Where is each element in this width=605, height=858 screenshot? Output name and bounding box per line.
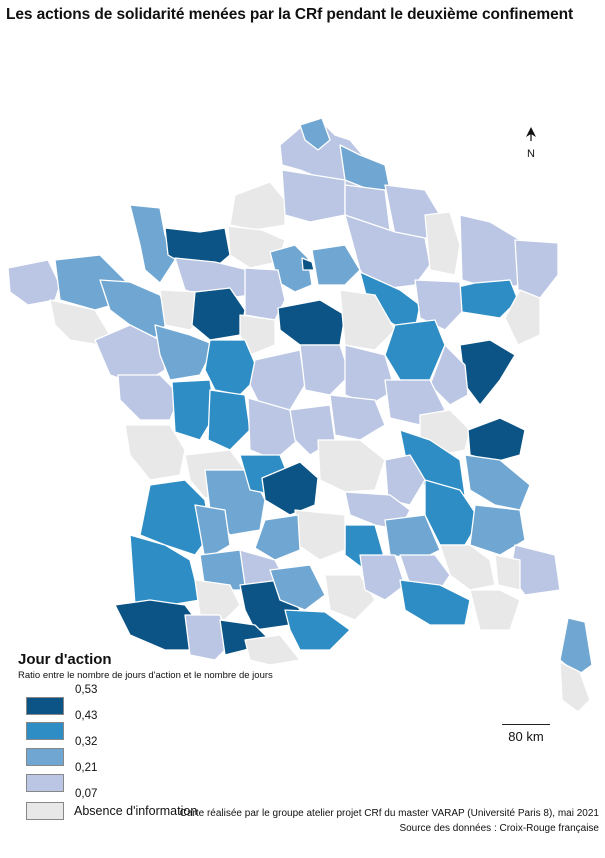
department-region xyxy=(439,544,496,591)
legend-swatch-class-5 xyxy=(26,697,64,715)
department-region xyxy=(301,257,315,271)
department-region xyxy=(154,324,216,381)
department-region xyxy=(459,214,521,291)
department-region xyxy=(129,204,176,284)
legend-swatch-row-absence: Absence d'information xyxy=(26,802,197,820)
scale-label: 80 km xyxy=(508,729,544,744)
department-region xyxy=(299,344,351,396)
department-region xyxy=(207,389,251,451)
department-region xyxy=(344,344,396,406)
department-region xyxy=(464,454,531,511)
department-region xyxy=(117,374,181,421)
department-region xyxy=(284,609,351,651)
legend-swatch-row-class-5 xyxy=(26,697,64,715)
legend-absence-label: Absence d'information xyxy=(74,804,198,818)
department-region xyxy=(339,289,396,351)
department-region xyxy=(311,244,361,286)
legend-swatch-row-class-4 xyxy=(26,722,64,740)
map-title: Les actions de solidarité menées par la … xyxy=(6,6,574,23)
department-region xyxy=(467,417,526,463)
legend-swatch-class-2 xyxy=(26,774,64,792)
legend-title: Jour d'action xyxy=(18,651,112,668)
department-region xyxy=(254,514,301,561)
legend-subtitle: Ratio entre le nombre de jours d'action … xyxy=(18,670,273,681)
department-region xyxy=(359,554,406,601)
department-region xyxy=(239,314,276,356)
department-region xyxy=(514,239,559,299)
legend-swatch-class-4 xyxy=(26,722,64,740)
department-region xyxy=(329,394,386,441)
legend-break-label: 0,53 xyxy=(75,684,98,696)
department-region xyxy=(399,579,471,626)
scale-bar: 80 km xyxy=(502,724,550,744)
department-region xyxy=(194,504,231,561)
department-region xyxy=(294,509,346,561)
credits-source: Source des données : Croix-Rouge françai… xyxy=(399,823,599,834)
credits-author: Carte réalisée par le groupe atelier pro… xyxy=(179,808,599,819)
legend-break-label: 0,32 xyxy=(75,736,98,748)
department-region xyxy=(244,634,301,666)
department-region xyxy=(469,504,526,556)
department-region xyxy=(504,289,541,346)
department-region xyxy=(299,117,331,151)
legend-swatch-absence xyxy=(26,802,64,820)
department-region xyxy=(194,579,241,621)
department-region xyxy=(269,564,326,611)
north-arrow-icon xyxy=(526,127,536,141)
department-region xyxy=(277,299,346,346)
department-region xyxy=(469,589,521,631)
department-region xyxy=(494,554,521,591)
legend-swatch-row-class-2 xyxy=(26,774,64,792)
department-region xyxy=(559,617,593,676)
department-region xyxy=(124,424,186,481)
department-region xyxy=(171,379,216,441)
legend: Jour d'action Ratio entre le nombre de j… xyxy=(18,651,273,691)
scale-line xyxy=(502,724,550,725)
north-label: N xyxy=(527,148,535,160)
department-region xyxy=(281,169,346,223)
department-region xyxy=(7,259,61,306)
department-region xyxy=(229,181,286,231)
legend-break-label: 0,21 xyxy=(75,762,98,774)
legend-swatch-class-3 xyxy=(26,748,64,766)
department-region xyxy=(424,211,461,276)
department-region xyxy=(247,397,299,461)
legend-break-label: 0,07 xyxy=(75,788,98,800)
north-arrow: N xyxy=(521,125,541,160)
department-region xyxy=(559,661,591,713)
department-region xyxy=(429,344,469,406)
legend-swatch-row-class-3 xyxy=(26,748,64,766)
legend-break-label: 0,43 xyxy=(75,710,98,722)
department-region xyxy=(414,279,463,331)
credits: Carte réalisée par le groupe atelier pro… xyxy=(180,806,599,836)
department-region xyxy=(261,461,319,516)
department-region xyxy=(324,574,376,621)
department-region xyxy=(94,324,166,386)
department-region xyxy=(384,454,426,506)
department-region xyxy=(317,439,386,493)
department-region xyxy=(184,614,231,661)
